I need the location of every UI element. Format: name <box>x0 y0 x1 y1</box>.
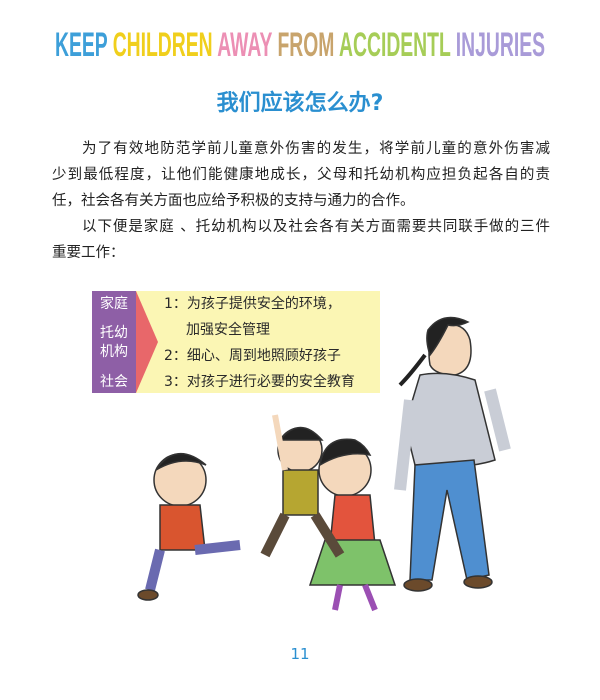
box-item: 加强安全管理 <box>186 321 270 338</box>
paragraph-line: 任，社会各有关方面也应给予积极的支持与通力的合作。 <box>52 191 415 209</box>
header-word: KEEP <box>55 26 107 64</box>
page-number: 11 <box>290 645 309 663</box>
header-word: AWAY <box>217 26 272 64</box>
box-label: 机构 <box>100 344 128 360</box>
box-label: 托幼 <box>100 325 128 341</box>
header-word: FROM <box>277 26 334 64</box>
section-title: 我们应该怎么办? <box>217 90 384 116</box>
header-word: INJURIES <box>456 26 545 64</box>
box-item: 2：细心、周到地照顾好孩子 <box>164 348 341 364</box>
paragraph-line: 少到最低程度，让他们能健康地成长，父母和托幼机构应担负起各自的责 <box>52 165 550 183</box>
header-word: ACCIDENTL <box>339 26 450 64</box>
box-label-column <box>92 291 136 393</box>
paragraph-line: 重要工作： <box>52 244 125 261</box>
box-arrow <box>136 291 158 393</box>
header-word: CHILDREN <box>113 26 213 64</box>
paragraph-line: 为了有效地防范学前儿童意外伤害的发生，将学前儿童的意外伤害减 <box>82 139 551 157</box>
box-label: 社会 <box>100 374 128 390</box>
paragraph-line: 以下便是家庭 、托幼机构以及社会各有关方面需要共同联手做的三件 <box>82 218 550 235</box>
box-label: 家庭 <box>100 295 128 312</box>
illustration <box>137 316 511 612</box>
box-item: 3：对孩子进行必要的安全教育 <box>164 373 355 390</box>
box-item: 1：为孩子提供安全的环境， <box>164 295 341 312</box>
header: KEEP CHILDREN AWAY FROM ACCIDENTL INJURI… <box>55 26 545 64</box>
